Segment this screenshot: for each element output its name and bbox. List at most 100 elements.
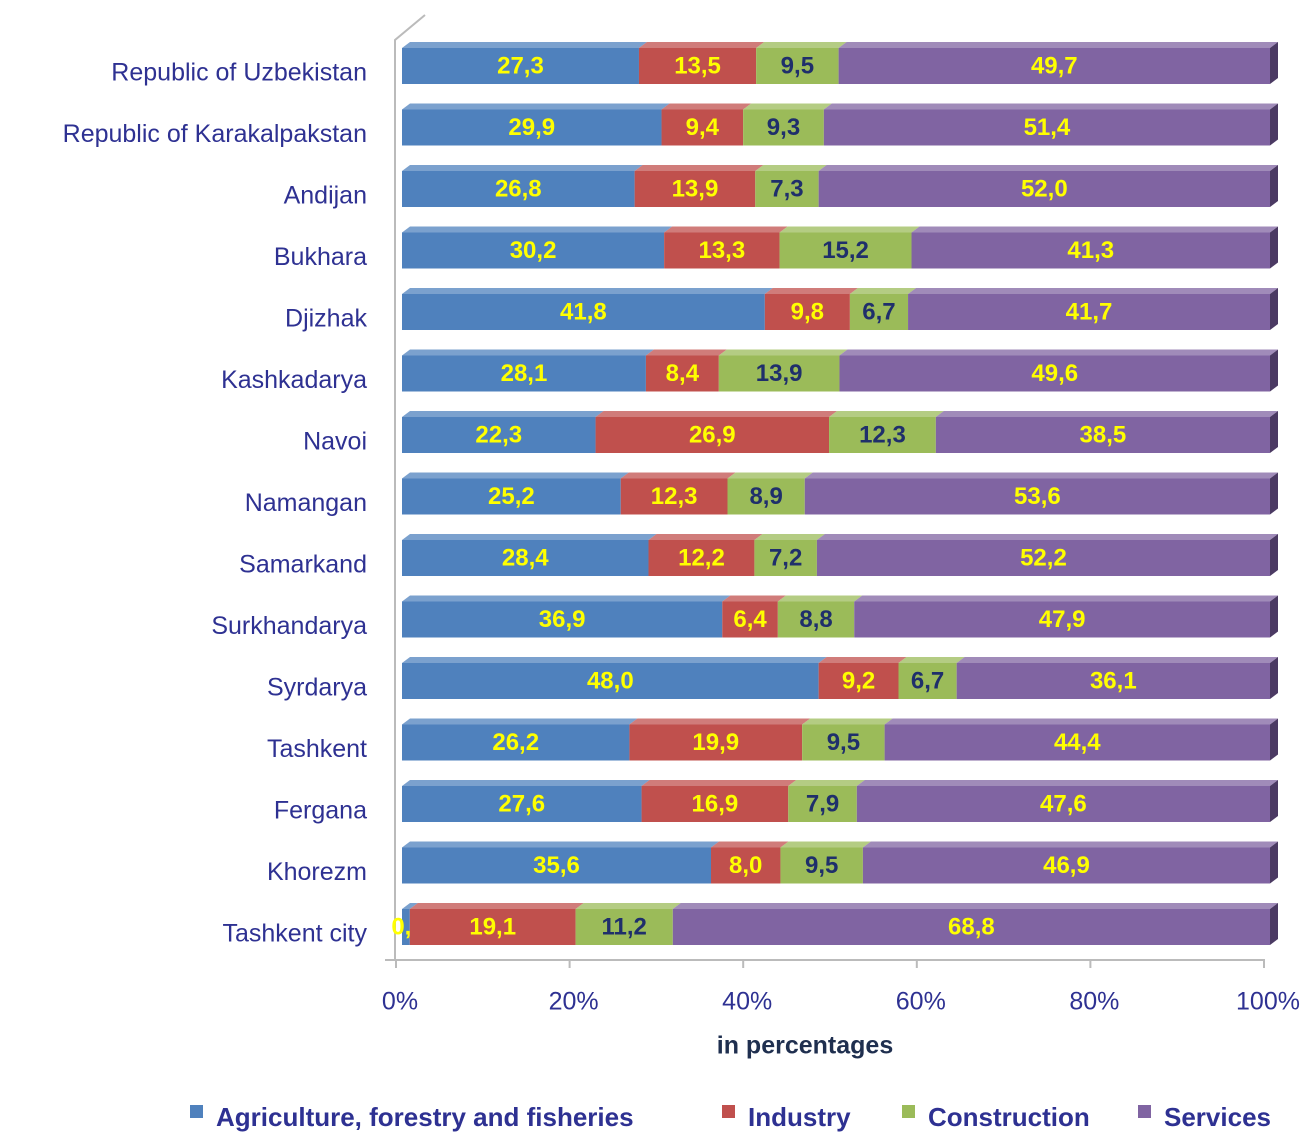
value-label: 41,3 xyxy=(1067,237,1114,264)
bar-side xyxy=(1270,42,1278,84)
value-label: 38,5 xyxy=(1080,421,1127,448)
bar-top xyxy=(664,226,788,233)
value-label: 9,8 xyxy=(791,298,824,325)
bar-top xyxy=(641,780,797,786)
value-label: 49,6 xyxy=(1031,360,1078,387)
bar-top xyxy=(839,349,1278,356)
bar-segment xyxy=(402,109,662,146)
bar-side xyxy=(1270,226,1278,269)
bar-top xyxy=(802,718,893,725)
bar-top xyxy=(898,657,965,663)
bar-top xyxy=(402,103,670,110)
bar-top xyxy=(402,349,654,356)
bar-top xyxy=(779,226,920,233)
value-label: 9,5 xyxy=(827,729,860,756)
bar-segment xyxy=(402,417,596,453)
bar-segment xyxy=(402,294,765,330)
legend-label: Industry xyxy=(748,1102,851,1132)
category-label: Syrdarya xyxy=(267,674,367,702)
value-label: 26,9 xyxy=(689,421,736,448)
bar-segment xyxy=(402,355,646,392)
bar-top xyxy=(884,718,1278,725)
x-tick-label: 20% xyxy=(549,988,599,1016)
bar-segment xyxy=(838,48,1270,84)
bar-top xyxy=(645,349,727,356)
category-label: Kashkadarya xyxy=(221,366,367,394)
bar-top xyxy=(402,472,629,479)
category-label: Republic of Uzbekistan xyxy=(111,59,367,87)
x-tick-label: 100% xyxy=(1236,988,1300,1016)
x-tick-label: 0% xyxy=(382,988,418,1016)
legend-swatch xyxy=(1138,1105,1151,1118)
value-label: 11,2 xyxy=(602,913,647,940)
value-label: 27,6 xyxy=(498,790,545,817)
value-label: 36,1 xyxy=(1090,667,1137,694)
bar-segment xyxy=(779,232,912,269)
bar-top xyxy=(838,42,1278,48)
bar-top xyxy=(634,165,764,171)
value-label: 51,4 xyxy=(1024,114,1071,141)
value-label: 7,3 xyxy=(770,175,803,202)
bar-segment xyxy=(804,478,1270,515)
value-label: 6,7 xyxy=(862,298,895,325)
value-label: 41,7 xyxy=(1066,298,1113,325)
bar-top xyxy=(956,657,1278,663)
bar-segment xyxy=(856,786,1270,822)
bar-side xyxy=(1270,103,1278,146)
bar-top xyxy=(804,472,1278,479)
bar-top xyxy=(402,841,720,848)
bar-top xyxy=(648,534,763,540)
bar-top xyxy=(595,411,838,417)
bar-segment xyxy=(402,232,665,269)
category-label: Republic of Karakalpakstan xyxy=(63,120,367,148)
bar-segment xyxy=(402,48,639,84)
value-label: 8,4 xyxy=(666,360,700,387)
category-label: Namangan xyxy=(245,489,367,517)
bar-top xyxy=(402,42,647,48)
bar-top xyxy=(829,411,944,417)
bar-segment xyxy=(908,294,1270,330)
bar-top xyxy=(620,472,736,479)
value-label: 6,7 xyxy=(911,667,944,694)
value-label: 9,3 xyxy=(767,114,800,141)
legend-swatch xyxy=(902,1105,915,1118)
bar-segment xyxy=(777,601,855,638)
value-label: 53,6 xyxy=(1014,483,1061,510)
bar-segment xyxy=(634,171,756,207)
value-label: 48,0 xyxy=(587,667,634,694)
bar-segment xyxy=(402,663,819,699)
value-label: 9,4 xyxy=(686,114,720,141)
bar-side xyxy=(1270,780,1278,822)
bar-top xyxy=(816,534,1278,540)
x-axis-title: in percentages xyxy=(717,1032,893,1060)
bar-top xyxy=(756,42,847,48)
bar-segment xyxy=(402,540,649,576)
bar-top xyxy=(862,841,1278,848)
value-label: 15,2 xyxy=(822,237,869,264)
bar-segment xyxy=(818,171,1270,207)
value-label: 26,8 xyxy=(495,175,542,202)
bar-segment xyxy=(884,724,1270,761)
bar-top xyxy=(764,288,858,294)
bar-side xyxy=(1270,288,1278,330)
bar-top xyxy=(629,718,811,725)
value-label: 19,9 xyxy=(692,729,739,756)
category-label: Bukhara xyxy=(274,243,367,271)
category-label: Djizhak xyxy=(285,305,367,333)
value-label: 35,6 xyxy=(533,852,580,879)
bar-top xyxy=(743,103,832,110)
value-label: 41,8 xyxy=(560,298,607,325)
bar-segment xyxy=(620,478,728,515)
value-label: 9,5 xyxy=(781,52,814,79)
bar-segment xyxy=(402,847,712,884)
bar-top xyxy=(402,288,773,294)
value-label: 13,9 xyxy=(672,175,719,202)
bar-segment xyxy=(854,601,1270,638)
bar-top xyxy=(402,595,731,602)
value-label: 49,7 xyxy=(1031,52,1078,79)
bar-top xyxy=(402,718,638,725)
bar-segment xyxy=(935,417,1270,453)
bar-top xyxy=(935,411,1278,417)
bar-top xyxy=(823,103,1278,110)
